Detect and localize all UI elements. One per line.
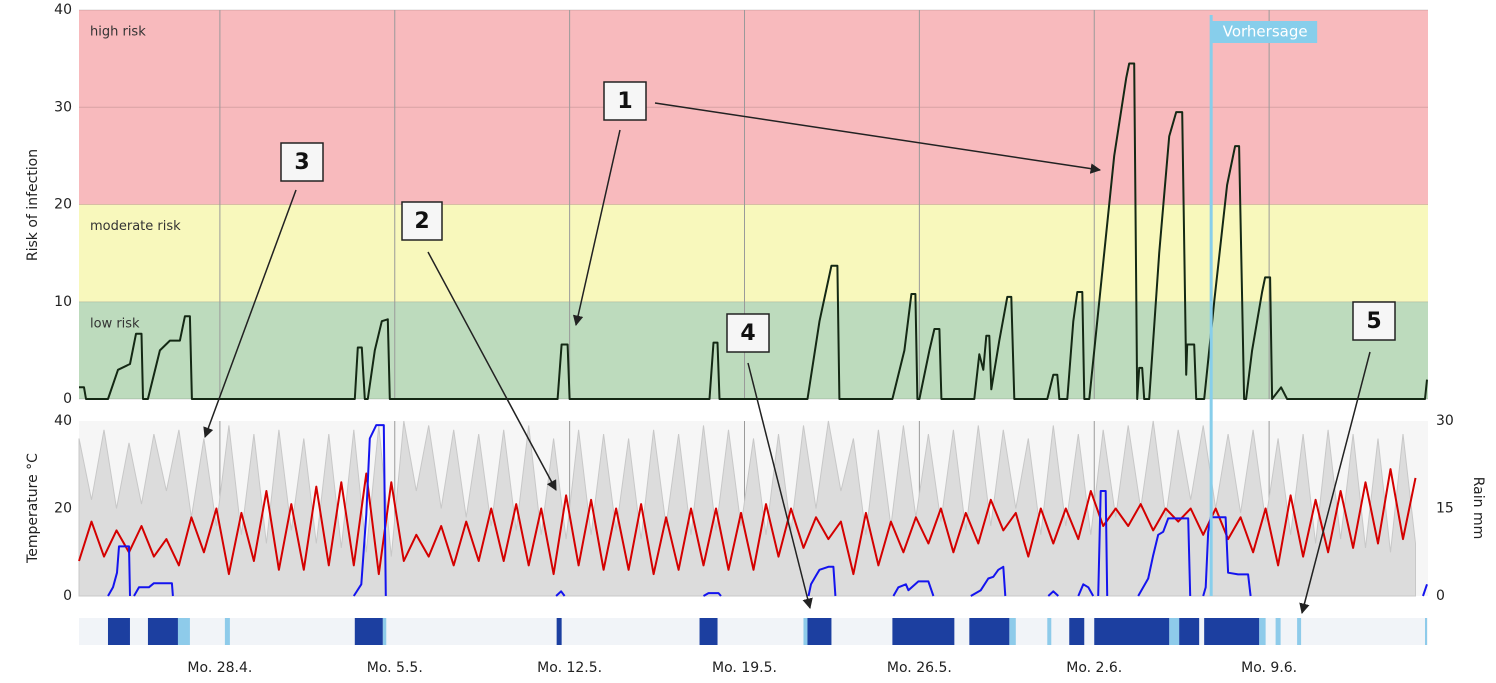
wetness-span [224, 618, 230, 645]
wetness-span [1297, 618, 1302, 645]
zone-label: moderate risk [90, 219, 181, 234]
wetness-span [969, 618, 1010, 645]
wetness-span [107, 618, 130, 645]
wetness-span [1009, 618, 1016, 645]
wetness-span [177, 618, 190, 645]
callout-label: 5 [1366, 309, 1381, 334]
wetness-span [807, 618, 832, 645]
forecast-label-box [1212, 21, 1318, 43]
y2-tick-label: 15 [1436, 501, 1454, 517]
callout-label: 2 [414, 209, 429, 234]
callout-box [1352, 301, 1396, 341]
arrow [654, 102, 1102, 174]
arrow [572, 129, 621, 327]
callout-box [603, 81, 647, 121]
wetness-span [1069, 618, 1085, 645]
x-tick-label: Mo. 28.4. [187, 660, 252, 676]
risk-zone [79, 204, 1428, 302]
y-tick-label: 0 [63, 588, 72, 604]
wetness-span [1094, 618, 1170, 645]
wetness-span [699, 618, 718, 645]
y-axis-title: Temperature °C [25, 453, 41, 564]
zone-label: high risk [90, 25, 146, 40]
callout-label: 1 [617, 89, 632, 114]
y-tick-label: 10 [54, 294, 72, 310]
wetness-span [1169, 618, 1180, 645]
wetness-span [1425, 618, 1428, 645]
x-tick-label: Mo. 9.6. [1241, 660, 1297, 676]
line [107, 424, 1428, 597]
y-tick-label: 0 [63, 391, 72, 407]
wetness-strip [79, 618, 1428, 645]
x-tick-label: Mo. 2.6. [1066, 660, 1122, 676]
wetness-span [1047, 618, 1052, 645]
wetness-span [354, 618, 383, 645]
zone-label: low risk [90, 316, 140, 331]
y2-axis-title: Rain mm [1470, 477, 1486, 540]
y-tick-label: 40 [54, 413, 72, 429]
x-tick-label: Mo. 12.5. [537, 660, 602, 676]
wetness-span [1275, 618, 1281, 645]
x-tick-label: Mo. 19.5. [712, 660, 777, 676]
forecast-label: Vorhersage [1223, 23, 1308, 41]
wetness-span [556, 618, 562, 645]
x-tick-label: Mo. 5.5. [367, 660, 423, 676]
y-tick-label: 30 [54, 99, 72, 115]
callout-box [401, 201, 443, 241]
arrow [427, 251, 557, 491]
wetness-span [1204, 618, 1260, 645]
arrow [203, 189, 297, 438]
wetness-span [803, 618, 808, 645]
callout-box [280, 142, 324, 182]
callout-label: 4 [740, 321, 755, 346]
y2-tick-label: 30 [1436, 413, 1454, 429]
y-tick-label: 20 [54, 501, 72, 517]
wetness-span [382, 618, 387, 645]
arrow [1299, 351, 1371, 615]
callout-box [726, 313, 770, 353]
line [78, 468, 1417, 576]
y-axis-title: Risk of infection [25, 149, 41, 261]
line [79, 62, 1428, 400]
y-tick-label: 20 [54, 197, 72, 213]
y2-tick-label: 0 [1436, 588, 1445, 604]
wetness-span [147, 618, 178, 645]
arrow [747, 362, 813, 610]
wetness-span [1259, 618, 1266, 645]
wetness-span [892, 618, 955, 645]
callouts [203, 81, 1396, 615]
wetness-span [1179, 618, 1200, 645]
x-tick-label: Mo. 26.5. [887, 660, 952, 676]
y-tick-label: 40 [54, 2, 72, 18]
callout-label: 3 [294, 150, 309, 175]
